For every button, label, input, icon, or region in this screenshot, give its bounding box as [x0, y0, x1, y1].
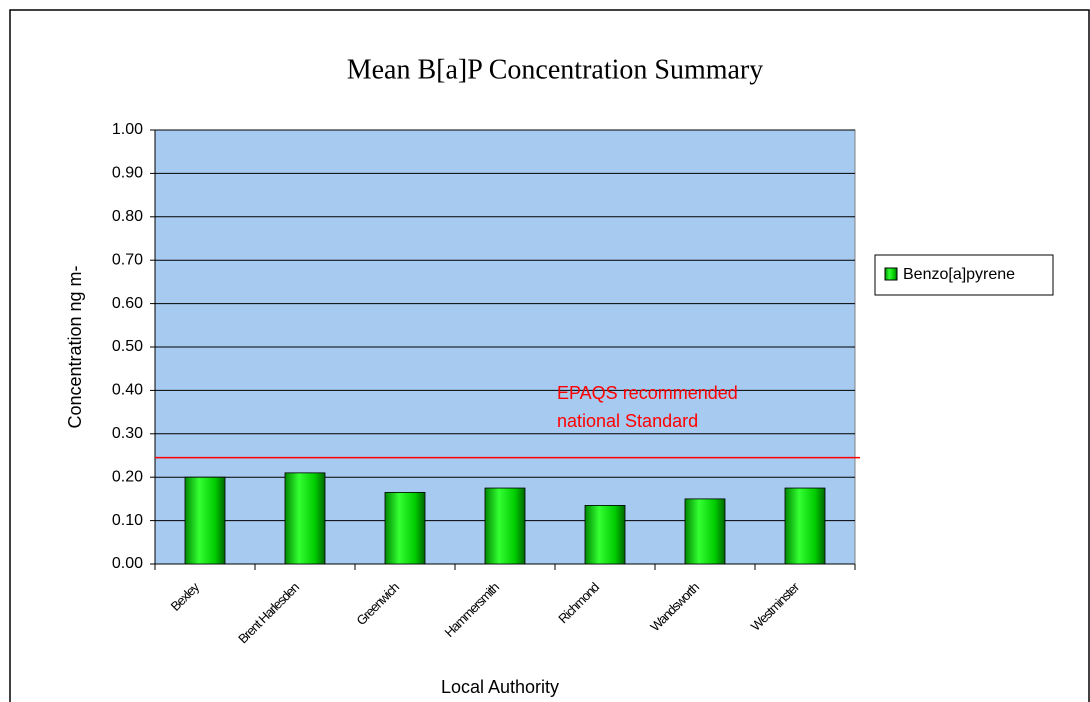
y-axis-label: Concentration ng m-: [65, 265, 85, 428]
y-tick-label: 0.50: [112, 338, 143, 355]
y-tick-label: 0.20: [112, 468, 143, 485]
y-tick-label: 0.60: [112, 295, 143, 312]
reference-label: EPAQS recommended: [557, 383, 738, 403]
bar: [284, 472, 326, 565]
x-axis-label: Local Authority: [441, 677, 559, 697]
bar: [584, 505, 626, 565]
bar: [484, 487, 526, 565]
y-tick-label: 0.80: [112, 208, 143, 225]
y-tick-label: 0.10: [112, 512, 143, 529]
y-tick-label: 0.70: [112, 251, 143, 268]
y-tick-label: 0.00: [112, 555, 143, 572]
legend-label: Benzo[a]pyrene: [903, 266, 1015, 283]
reference-label: national Standard: [557, 411, 698, 431]
y-tick-label: 0.40: [112, 382, 143, 399]
bar: [184, 476, 226, 565]
chart-title: Mean B[a]P Concentration Summary: [347, 54, 764, 85]
y-tick-label: 0.90: [112, 165, 143, 182]
legend-box: [874, 254, 1054, 296]
y-tick-label: 1.00: [112, 121, 143, 138]
y-tick-label: 0.30: [112, 425, 143, 442]
legend-swatch: [884, 267, 898, 281]
bar: [784, 487, 826, 565]
bar: [384, 491, 426, 565]
bar: [684, 498, 726, 565]
